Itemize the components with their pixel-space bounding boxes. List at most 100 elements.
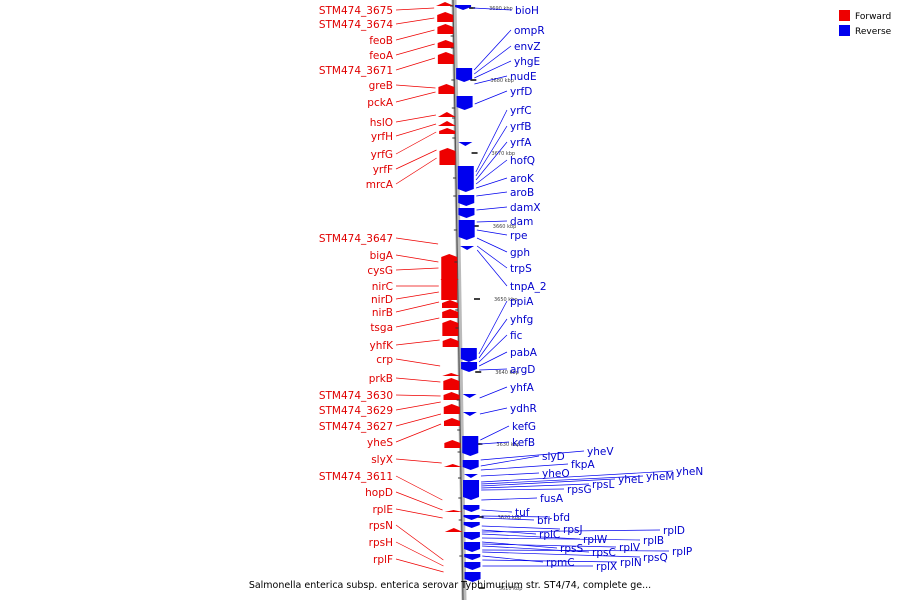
forward-gene-label: STM474_3674 xyxy=(319,19,393,31)
forward-gene-block xyxy=(443,404,460,414)
reverse-gene-block xyxy=(462,412,477,416)
forward-leader-line xyxy=(395,423,442,443)
reverse-leader-line xyxy=(481,517,535,521)
forward-gene-label: feoA xyxy=(369,50,394,62)
reverse-leader-line xyxy=(475,159,508,185)
forward-leader-line xyxy=(395,114,436,123)
reverse-leader-line xyxy=(476,237,508,253)
reverse-gene-label: rplD xyxy=(663,525,685,537)
reverse-gene-block xyxy=(463,532,480,540)
reverse-leader-line xyxy=(476,220,508,223)
forward-gene-label: slyX xyxy=(371,454,393,466)
forward-gene-block xyxy=(442,338,459,347)
reverse-leader-line xyxy=(481,488,565,491)
forward-gene-label: rplE xyxy=(372,504,393,516)
forward-gene-label: yrfF xyxy=(373,164,393,176)
reverse-gene-label: aroB xyxy=(510,187,534,199)
reverse-leader-line xyxy=(482,559,618,563)
reverse-gene-label: rplP xyxy=(672,546,692,558)
forward-gene-label: pckA xyxy=(367,97,394,109)
forward-leader-line xyxy=(395,413,442,427)
forward-gene-label: yrfG xyxy=(371,149,393,161)
reverse-gene-label: nudE xyxy=(510,71,537,83)
reverse-leader-line xyxy=(482,551,641,558)
reverse-leader-line xyxy=(478,300,508,355)
forward-gene-block xyxy=(437,52,454,64)
reverse-gene-label: yrfA xyxy=(510,137,532,149)
tick-label: 3650 kbp xyxy=(494,297,518,303)
reverse-leader-line xyxy=(479,386,508,399)
reverse-leader-line xyxy=(481,509,513,513)
forward-leader-line xyxy=(395,267,439,271)
reverse-leader-line xyxy=(474,75,508,85)
reverse-gene-label: yheO xyxy=(542,468,570,480)
reverse-gene-label: rpsJ xyxy=(563,524,583,536)
reverse-leader-line xyxy=(481,475,644,485)
reverse-gene-label: yheN xyxy=(676,466,703,478)
forward-gene-block xyxy=(439,148,456,165)
reverse-gene-block xyxy=(460,348,477,362)
reverse-leader-line xyxy=(481,537,641,541)
tick-label: 3680 kbp xyxy=(490,78,514,84)
reverse-gene-label: yhfg xyxy=(510,314,533,326)
forward-gene-label: rpsH xyxy=(369,537,393,549)
forward-leader-line xyxy=(395,43,435,56)
reverse-leader-line xyxy=(480,455,540,467)
reverse-leader-line xyxy=(476,206,508,211)
reverse-gene-block xyxy=(460,246,475,250)
reverse-leader-line xyxy=(479,407,508,415)
reverse-leader-line xyxy=(481,533,581,540)
forward-gene-label: bigA xyxy=(370,250,394,262)
reverse-leader-line xyxy=(476,191,508,197)
reverse-leader-line xyxy=(481,529,661,533)
forward-leader-line xyxy=(395,291,439,300)
forward-leader-line xyxy=(395,157,437,185)
reverse-gene-label: pabA xyxy=(510,347,538,359)
reverse-gene-block xyxy=(461,362,478,372)
forward-leader-line xyxy=(395,524,444,561)
forward-gene-label: prkB xyxy=(369,373,393,385)
tick-label: 3610 kbp xyxy=(499,586,523,592)
reverse-gene-label: rpsG xyxy=(567,484,592,496)
forward-gene-label: yhfK xyxy=(370,340,395,352)
forward-gene-label: crp xyxy=(376,354,393,366)
forward-gene-block xyxy=(438,121,457,126)
forward-leader-line xyxy=(395,377,441,383)
genome-backbone xyxy=(451,0,467,600)
forward-leader-line xyxy=(395,541,444,567)
forward-gene-label: rplF xyxy=(373,554,393,566)
forward-gene-block xyxy=(437,24,454,34)
reverse-gene-label: yheM xyxy=(646,471,674,483)
forward-gene-label: nirD xyxy=(371,294,393,306)
reverse-gene-label: rpmC xyxy=(546,557,575,569)
forward-gene-block xyxy=(437,12,454,22)
reverse-leader-line xyxy=(481,515,551,518)
reverse-leader-line xyxy=(474,60,512,79)
reverse-leader-line xyxy=(480,463,569,471)
reverse-gene-label: yrfD xyxy=(510,86,532,98)
reverse-leader-line xyxy=(475,141,508,181)
forward-leader-line xyxy=(395,475,443,501)
reverse-gene-block xyxy=(463,515,480,520)
reverse-gene-block xyxy=(455,5,472,10)
tick-label: 3630 kbp xyxy=(496,442,520,448)
reverse-gene-label: trpS xyxy=(510,263,532,275)
forward-leader-line xyxy=(395,254,439,263)
reverse-gene-block xyxy=(464,562,481,570)
reverse-leader-line xyxy=(478,318,508,359)
reverse-leader-line xyxy=(480,441,510,445)
reverse-gene-label: dam xyxy=(510,216,533,228)
forward-gene-block xyxy=(443,464,462,467)
reverse-leader-line xyxy=(475,125,508,177)
label-leaders xyxy=(395,7,674,573)
reverse-gene-label: slyD xyxy=(542,451,565,463)
reverse-gene-block xyxy=(463,474,478,478)
forward-leader-line xyxy=(395,84,436,89)
reverse-gene-label: rplV xyxy=(619,542,641,554)
reverse-leader-line xyxy=(476,177,508,189)
reverse-gene-label: rplX xyxy=(596,561,617,573)
reverse-gene-block xyxy=(458,142,473,146)
forward-gene-label: yheS xyxy=(367,437,393,449)
reverse-gene-label: tnpA_2 xyxy=(510,281,547,293)
